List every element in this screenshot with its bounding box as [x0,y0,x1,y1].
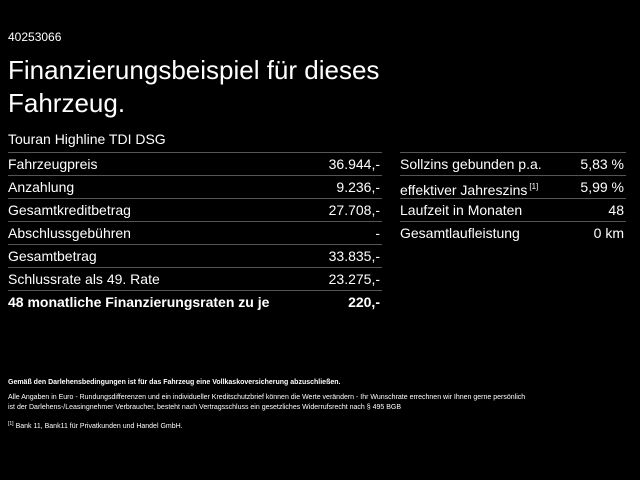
row-label: Laufzeit in Monaten [400,202,523,218]
table-row: Gesamtkreditbetrag 27.708,- [8,198,382,221]
row-label: Abschlussgebühren [8,225,131,241]
row-label: Gesamtbetrag [8,248,97,264]
table-row: Gesamtlaufleistung 0 km [400,221,626,244]
row-value: 33.835,- [328,248,380,264]
row-value: 36.944,- [328,156,380,172]
row-label: 48 monatliche Finanzierungsraten zu je [8,294,270,310]
table-row: Schlussrate als 49. Rate 23.275,- [8,267,382,290]
row-value: 9.236,- [336,179,380,195]
row-value: - [375,225,380,241]
row-label: Gesamtlaufleistung [400,225,520,241]
row-label: effektiver Jahreszins [400,182,528,198]
row-value: 48 [608,202,624,218]
row-label: Schlussrate als 49. Rate [8,271,160,287]
insurance-note: Gemäß den Darlehensbedingungen ist für d… [8,379,341,386]
table-row: Laufzeit in Monaten 48 [400,198,626,221]
subtitle: Touran Highline TDI DSG [8,131,166,147]
table-row: Sollzins gebunden p.a. 5,83 % [400,152,626,175]
row-value: 0 km [593,225,624,241]
footnote-ref: [1] [529,182,539,191]
table-row: Fahrzeugpreis 36.944,- [8,152,382,175]
row-label: Sollzins gebunden p.a. [400,156,542,172]
table-row: Abschlussgebühren - [8,221,382,244]
table-row: 48 monatliche Finanzierungsraten zu je 22… [8,290,382,313]
row-label: Fahrzeugpreis [8,156,98,172]
table-row: Anzahlung 9.236,- [8,175,382,198]
page-title: Finanzierungsbeispiel für dieses Fahrzeu… [8,55,380,118]
footnote-ref: [1] [8,421,14,427]
row-value: 220,- [348,294,380,310]
row-value: 23.275,- [328,271,380,287]
row-value: 5,99 % [580,179,624,195]
row-value: 5,83 % [580,156,624,172]
footnote-text: Bank 11, Bank11 für Privatkunden und Han… [15,423,183,430]
footnote: [1] Bank 11, Bank11 für Privatkunden und … [8,419,633,432]
disclaimer-line: ist der Darlehens-/Leasingnehmer Verbrau… [8,404,401,411]
row-value: 27.708,- [328,202,380,218]
disclaimer-line: Alle Angaben in Euro - Rundungsdifferenz… [8,394,526,401]
table-row: effektiver Jahreszins [1] 5,99 % [400,175,626,198]
row-label: Anzahlung [8,179,75,195]
table-row: Gesamtbetrag 33.835,- [8,244,382,267]
vehicle-id: 40253066 [8,30,62,44]
row-label: Gesamtkreditbetrag [8,202,131,218]
rate-table: Sollzins gebunden p.a. 5,83 % effektiver J… [400,152,626,244]
finance-table: Fahrzeugpreis 36.944,- Anzahlung 9.236,- Ges… [8,152,382,313]
